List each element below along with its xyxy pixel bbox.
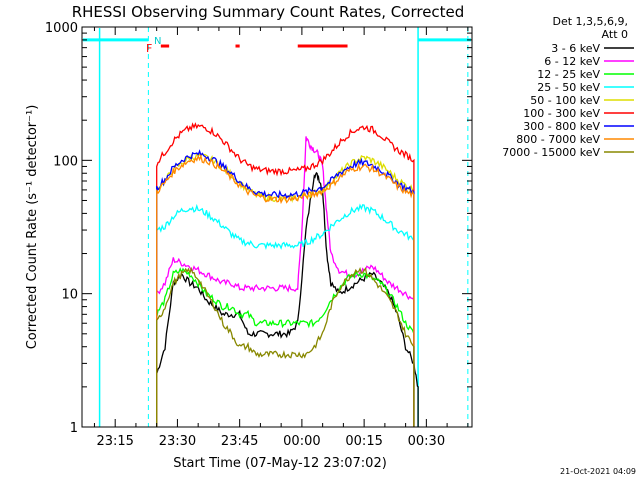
series-line-8	[156, 153, 415, 427]
x-tick-label: 00:30	[408, 434, 445, 449]
y-tick-label: 100	[53, 154, 78, 169]
legend-entry-label: 12 - 25 keV	[537, 68, 600, 81]
series-line-9	[156, 266, 415, 427]
x-tick-label: 23:15	[96, 434, 133, 449]
series-line-1	[156, 171, 419, 427]
chart-title: RHESSI Observing Summary Count Rates, Co…	[72, 3, 465, 21]
legend-header-line-2: Att 0	[602, 28, 628, 41]
x-axis-ticks: 23:15 23:30 23:45 00:00 00:15 00:30	[93, 27, 469, 449]
series-lines	[156, 122, 419, 427]
series-line-4	[156, 203, 415, 427]
legend-entry-label: 100 - 300 keV	[523, 107, 600, 120]
series-line-2	[156, 136, 415, 427]
x-tick-label: 23:30	[159, 434, 196, 449]
flag-f: F	[146, 42, 152, 55]
series-line-3	[156, 267, 415, 427]
legend-entry-label: 25 - 50 keV	[537, 81, 600, 94]
y-axis-label: Corrected Count Rate (s⁻¹ detector⁻¹)	[25, 105, 40, 350]
legend-entry-label: 300 - 800 keV	[523, 120, 600, 133]
y-tick-label: 10	[61, 288, 78, 303]
timestamp: 21-Oct-2021 04:09	[560, 467, 636, 476]
legend-header-line-1: Det 1,3,5,6,9,	[552, 15, 628, 28]
x-tick-label: 00:00	[283, 434, 320, 449]
y-tick-label: 1	[70, 421, 78, 436]
legend-header: Det 1,3,5,6,9, Att 0	[552, 15, 628, 41]
y-axis-ticks: 1 10 100 1000	[45, 21, 472, 436]
plot-area: 23:15 23:30 23:45 00:00 00:15 00:30 1 10 100 100…	[45, 21, 473, 449]
legend-entry-label: 6 - 12 keV	[544, 55, 600, 68]
y-tick-label: 1000	[45, 21, 78, 36]
legend-entry-label: 3 - 6 keV	[551, 42, 600, 55]
legend-entry-label: 7000 - 15000 keV	[502, 146, 600, 159]
x-tick-label: 23:45	[221, 434, 258, 449]
x-axis-label: Start Time (07-May-12 23:07:02)	[173, 456, 387, 471]
night-indicators	[83, 27, 471, 427]
series-line-7	[156, 149, 415, 427]
x-tick-label: 00:15	[345, 434, 382, 449]
legend-entry-label: 800 - 7000 keV	[516, 133, 600, 146]
flag-n: N	[154, 36, 161, 47]
legend-entry-label: 50 - 100 keV	[530, 94, 600, 107]
plot-frame	[81, 26, 473, 428]
series-line-6	[156, 122, 415, 427]
